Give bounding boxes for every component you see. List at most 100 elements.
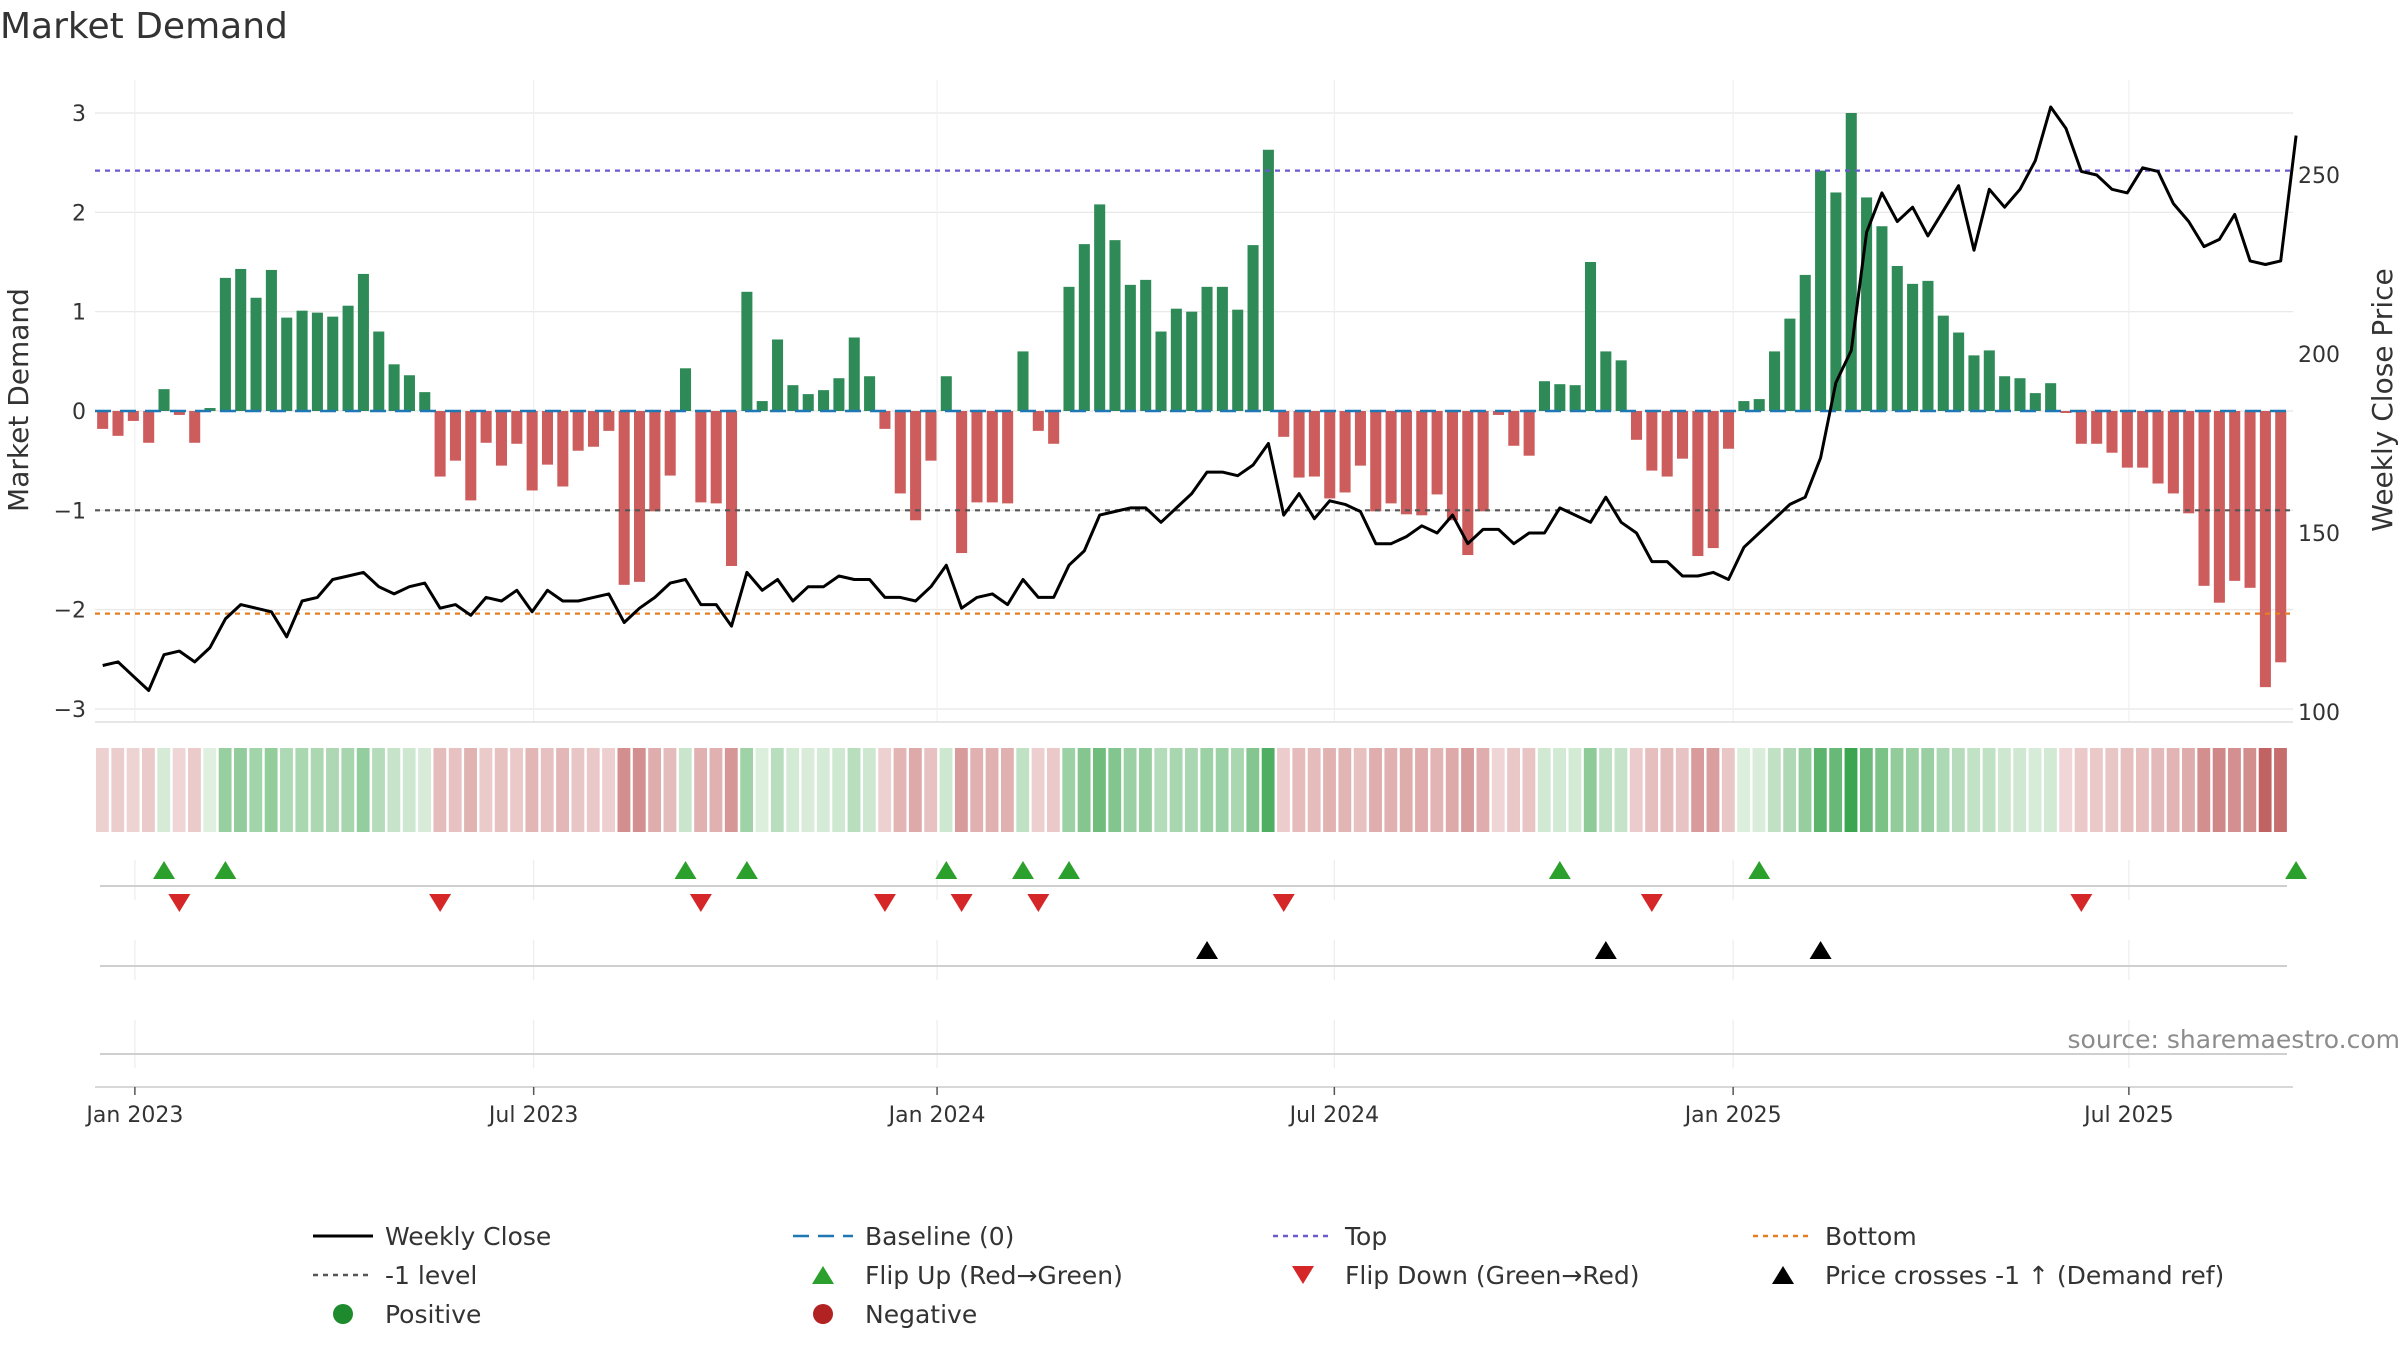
demand-bar	[1554, 384, 1566, 411]
demand-bar	[1876, 226, 1888, 411]
heat-cell	[1445, 748, 1459, 832]
heat-cell	[1231, 748, 1244, 832]
demand-bar	[1753, 399, 1765, 411]
heat-cell	[586, 748, 600, 832]
heat-cell	[694, 748, 708, 832]
demand-bar	[296, 310, 308, 411]
flip-up-marker	[674, 861, 697, 879]
y-axis-title: Market Demand	[2, 288, 35, 512]
y-tick-label: −3	[54, 698, 86, 723]
heat-cell	[280, 748, 293, 832]
demand-bar	[281, 317, 293, 411]
heat-cell	[1660, 748, 1674, 832]
heat-cell	[402, 748, 416, 832]
legend-swatch-triangle-down	[1292, 1266, 1314, 1284]
demand-bar	[925, 411, 937, 461]
heat-cell	[1307, 748, 1321, 832]
heat-cell	[1246, 748, 1260, 832]
heat-cell	[1215, 748, 1229, 832]
demand-bar	[848, 337, 860, 411]
demand-bar	[1569, 385, 1581, 411]
demand-bar	[1937, 315, 1949, 411]
y2-tick-label: 250	[2298, 164, 2340, 189]
demand-bar	[1677, 411, 1689, 459]
demand-bar	[235, 268, 247, 411]
demand-bar	[2045, 383, 2057, 411]
demand-bar	[465, 411, 477, 501]
price-cross-marker	[1196, 941, 1219, 959]
demand-bar	[894, 411, 906, 494]
flip-up-marker	[935, 861, 958, 879]
heat-cell	[2197, 748, 2211, 832]
demand-bar	[1999, 376, 2011, 411]
demand-bar	[373, 331, 385, 411]
demand-bar	[910, 411, 922, 521]
price-line-layer	[102, 105, 2298, 692]
heat-cell	[2074, 748, 2088, 832]
legend-label: Flip Down (Green→Red)	[1345, 1261, 1640, 1290]
demand-bar	[419, 392, 431, 411]
heat-cell	[1369, 748, 1382, 832]
heat-cell	[678, 748, 692, 832]
event-markers	[153, 861, 2308, 959]
legend-swatch-triangle-up	[812, 1266, 834, 1284]
demand-bar	[526, 411, 538, 491]
demand-bar	[219, 277, 231, 411]
demand-bar	[2259, 411, 2271, 688]
heat-cell	[1767, 748, 1781, 832]
legend-swatch-dot	[333, 1304, 353, 1324]
heat-cell	[2120, 748, 2134, 832]
demand-bar	[802, 394, 814, 411]
demand-bar	[2275, 411, 2287, 663]
heat-cell	[1905, 748, 1919, 832]
heat-cell	[479, 748, 493, 832]
heat-cell	[893, 748, 907, 832]
heat-cell	[111, 748, 125, 832]
heat-cell	[356, 748, 370, 832]
heat-cell	[1154, 748, 1168, 832]
heat-cell	[847, 748, 861, 832]
heat-cell	[2013, 748, 2027, 832]
demand-bar	[572, 411, 584, 451]
demand-bar	[1492, 411, 1504, 415]
heat-cell	[2059, 748, 2073, 832]
demand-bar	[1278, 411, 1290, 437]
heat-cell	[126, 748, 140, 832]
heat-cell	[1507, 748, 1520, 832]
legend-swatch-dot	[813, 1304, 833, 1324]
demand-bar	[1216, 286, 1228, 411]
demand-bar	[1891, 265, 1903, 411]
demand-bar	[97, 411, 109, 429]
demand-bar	[1769, 351, 1781, 411]
heat-cell	[1614, 748, 1628, 832]
demand-bar	[2106, 411, 2118, 453]
demand-bar	[1400, 411, 1412, 515]
demand-bar	[1462, 411, 1474, 556]
x-tick-label: Jan 2024	[887, 1103, 986, 1128]
demand-bar	[1723, 411, 1735, 449]
flip-up-marker	[2285, 861, 2308, 879]
demand-bar	[986, 411, 998, 503]
demand-bar	[1538, 381, 1551, 411]
demand-bar	[1431, 411, 1443, 495]
demand-bar	[1446, 411, 1458, 521]
demand-bar	[1692, 411, 1704, 557]
demand-bar	[1063, 286, 1075, 411]
demand-bar	[1630, 411, 1643, 440]
heat-cell	[862, 748, 876, 832]
demand-bar	[1124, 284, 1136, 411]
heat-cell	[786, 748, 800, 832]
demand-bar	[1584, 262, 1597, 411]
heat-cell	[525, 748, 539, 832]
y2-tick-label: 200	[2298, 343, 2340, 368]
flip-down-marker	[1027, 894, 1050, 912]
demand-bar	[633, 411, 646, 582]
heat-cell	[418, 748, 431, 832]
demand-bar	[1968, 355, 1980, 411]
heat-cell	[1859, 748, 1873, 832]
heat-cell	[556, 748, 569, 832]
flip-up-marker	[1548, 861, 1571, 879]
heat-cell	[326, 748, 339, 832]
heat-cell	[1046, 748, 1060, 832]
axes: 3 2 1 0 −1 −2 −3 250 200 150 100 Jan 2023 Jul 2023 Ja…	[54, 102, 2340, 1128]
